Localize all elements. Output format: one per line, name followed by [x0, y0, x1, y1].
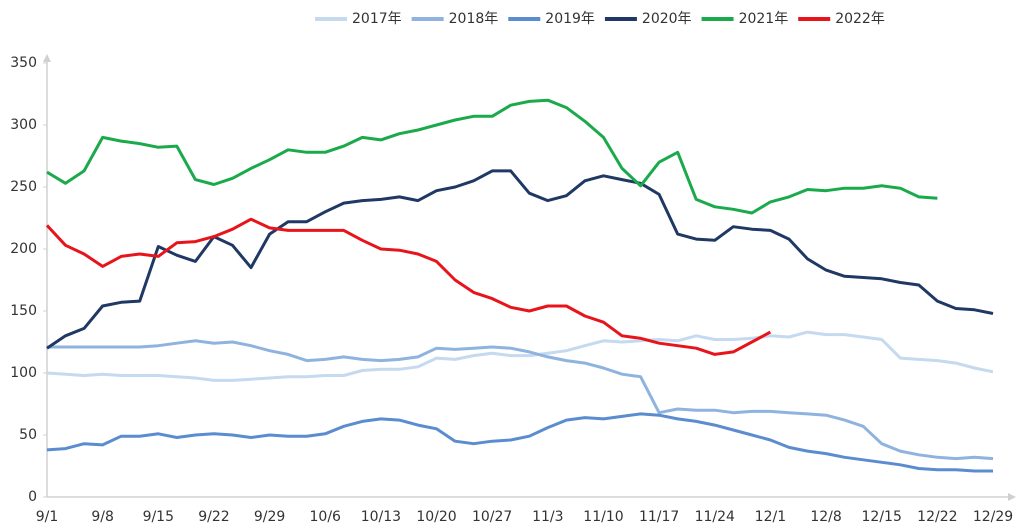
x-tick-label: 10/27 [472, 509, 512, 525]
x-tick-label: 12/1 [755, 509, 786, 525]
legend-label: 2017年 [352, 11, 402, 27]
series-line [45, 217, 772, 356]
y-tick-label: 200 [10, 241, 37, 257]
x-tick-label: 10/20 [416, 509, 456, 525]
x-tick-label: 9/22 [198, 509, 229, 525]
x-tick-label: 11/3 [532, 509, 563, 525]
x-tick-label: 11/10 [583, 509, 623, 525]
x-tick-label: 9/29 [254, 509, 285, 525]
series-line [46, 98, 938, 215]
x-tick-label: 12/22 [917, 509, 957, 525]
y-tick-label: 50 [19, 427, 37, 443]
series-line [46, 412, 993, 473]
x-tick-label: 12/29 [973, 509, 1013, 525]
legend-label: 2018年 [449, 11, 499, 27]
legend-label: 2019年 [545, 11, 595, 27]
series-line [47, 339, 994, 461]
x-tick-label: 10/13 [361, 509, 401, 525]
x-tick-label: 12/15 [862, 509, 902, 525]
y-tick-label: 150 [10, 303, 37, 319]
x-tick-label: 10/6 [310, 509, 342, 525]
y-tick-label: 100 [10, 365, 37, 381]
legend-label: 2021年 [739, 11, 789, 27]
x-tick-label: 9/15 [143, 509, 174, 525]
x-tick-label: 9/1 [36, 509, 59, 525]
x-tick-label: 9/8 [91, 509, 114, 525]
legend-label: 2020年 [642, 11, 692, 27]
x-tick-label: 11/17 [639, 509, 679, 525]
x-tick-label: 11/24 [695, 509, 735, 525]
legend-label: 2022年 [835, 11, 885, 27]
y-tick-label: 300 [10, 117, 37, 133]
series-line [46, 169, 994, 350]
series-line [46, 330, 994, 382]
y-tick-label: 350 [10, 55, 37, 71]
y-tick-label: 250 [10, 179, 37, 195]
y-tick-label: 0 [28, 489, 37, 505]
x-tick-label: 12/8 [810, 509, 841, 525]
